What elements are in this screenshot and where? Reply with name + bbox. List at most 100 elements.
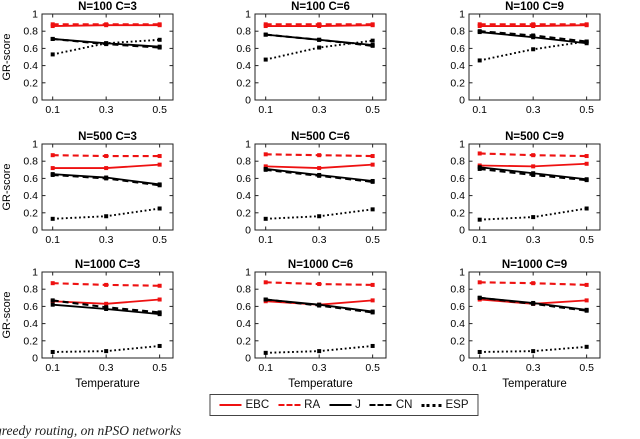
y-tick-label: 0 [459,95,465,107]
x-tick-label: 0.3 [526,362,541,374]
series-marker-RA [264,152,269,157]
series-marker-CN [157,183,162,188]
y-tick-label: 0.2 [23,335,38,347]
series-marker-RA [584,154,589,159]
series-marker-ESP [157,37,162,42]
y-tick-label: 0.4 [237,190,252,202]
series-marker-CN [584,308,589,313]
axes-box [468,143,601,231]
y-tick-label: 0 [245,353,251,365]
series-marker-ESP [477,58,482,63]
subplot-title: N=100 C=3 [78,1,137,13]
series-marker-ESP [264,350,269,355]
series-marker-RA [50,281,55,286]
legend-label-j: J [355,399,361,411]
x-tick-label: 0.5 [152,234,167,246]
legend-line-solid-red [219,404,242,406]
x-axis-ticks: 0.1 0.3 0.5 [45,144,167,246]
series-marker-CN [50,298,55,303]
x-tick-label: 0.5 [366,362,381,374]
y-axis-ticks: 0 0.2 0.4 0.6 0.8 1 [237,9,387,107]
y-tick-label: 0 [459,225,465,237]
legend-item-ra: RA [278,399,320,411]
x-tick-label: 0.1 [472,234,487,246]
series-marker-CN [264,32,269,37]
series-marker-EBC [50,166,55,171]
y-axis-ticks: 0 0.2 0.4 0.6 0.8 1 [237,139,387,237]
y-tick-label: 0.2 [237,207,252,219]
legend-line-dashed-red [278,404,301,406]
series-marker-ESP [264,57,269,62]
series-marker-ESP [317,45,322,50]
x-tick-label: 0.5 [152,362,167,374]
series-marker-CN [477,295,482,300]
series-marker-ESP [530,47,535,52]
y-tick-label: 0 [32,95,38,107]
y-axis-label: GR-score [1,33,13,80]
series-marker-RA [370,154,375,159]
series-marker-RA [584,282,589,287]
y-axis-ticks: 0 0.2 0.4 0.6 0.8 1 [23,9,173,107]
series-marker-CN [317,303,322,308]
y-tick-label: 0.2 [237,335,252,347]
series-marker-RA [477,151,482,156]
series-marker-RA [530,281,535,286]
series-marker-ESP [50,52,55,57]
series-marker-CN [584,178,589,183]
series-marker-RA [157,283,162,288]
series-marker-RA [50,22,55,27]
y-tick-label: 0.2 [23,207,38,219]
series-marker-CN [104,176,109,181]
series-marker-ESP [370,38,375,43]
series-marker-J [50,302,55,307]
series-marker-CN [50,36,55,41]
y-tick-label: 0.4 [23,190,38,202]
series-marker-RA [530,153,535,158]
axes-box [254,143,387,231]
x-axis-ticks: 0.1 0.3 0.5 [472,144,594,246]
subplot-chart-6: N=500 C=9 0 0.2 0.4 0.6 0.8 1 0.1 0.3 0.5 [450,131,601,246]
y-tick-label: 0.4 [450,190,465,202]
series-marker-ESP [50,349,55,354]
subplot-title: N=1000 C=9 [502,259,567,271]
y-tick-label: 1 [459,9,465,21]
subplot-title: N=500 C=6 [291,131,350,143]
axes-box [254,271,387,359]
series-marker-ESP [370,343,375,348]
series-marker-EBC [584,298,589,303]
series-marker-RA [50,153,55,158]
subplot-cell-1: N=100 C=3 0 0.2 0.4 0.6 0.8 1 0.1 0.3 0.5 GR-score [0,0,213,130]
series-marker-CN [157,310,162,315]
series-marker-EBC [264,164,269,169]
series-marker-ESP [104,349,109,354]
subplot-cell-6: N=500 C=9 0 0.2 0.4 0.6 0.8 1 0.1 0.3 0.5 [427,130,640,258]
series-marker-CN [477,29,482,34]
x-tick-label: 0.5 [579,234,594,246]
legend-item-cn: CN [369,399,413,411]
series-marker-EBC [530,164,535,169]
series-marker-CN [264,167,269,172]
legend-line-dotted-black [421,403,442,407]
series-marker-RA [317,153,322,158]
subplot-cell-5: N=500 C=6 0 0.2 0.4 0.6 0.8 1 0.1 0.3 0.5 [213,130,426,258]
subplot-title: N=1000 C=3 [75,259,140,271]
x-tick-label: 0.3 [312,234,327,246]
series-marker-EBC [104,166,109,171]
series-marker-CN [530,301,535,306]
series-marker-ESP [317,349,322,354]
series-marker-ESP [477,217,482,222]
x-axis-ticks: 0.1 0.3 0.5 [259,14,380,116]
y-axis-ticks: 0 0.2 0.4 0.6 0.8 1 [237,267,387,365]
series-line-ESP [265,39,374,61]
series-line-ESP [52,38,160,56]
x-tick-label: 0.1 [259,104,274,116]
series-marker-EBC [370,162,375,167]
y-tick-label: 1 [32,267,38,279]
y-tick-label: 0.2 [450,77,465,89]
legend-line-dashed-black [369,404,392,406]
x-axis-ticks: 0.1 0.3 0.5 [259,272,381,374]
y-tick-label: 0.8 [23,156,38,168]
subplot-cell-4: N=500 C=3 0 0.2 0.4 0.6 0.8 1 0.1 0.3 0.5 GR-score [0,130,213,258]
y-axis-label: GR-score [1,291,13,338]
x-axis-label: Temperature [502,378,567,390]
